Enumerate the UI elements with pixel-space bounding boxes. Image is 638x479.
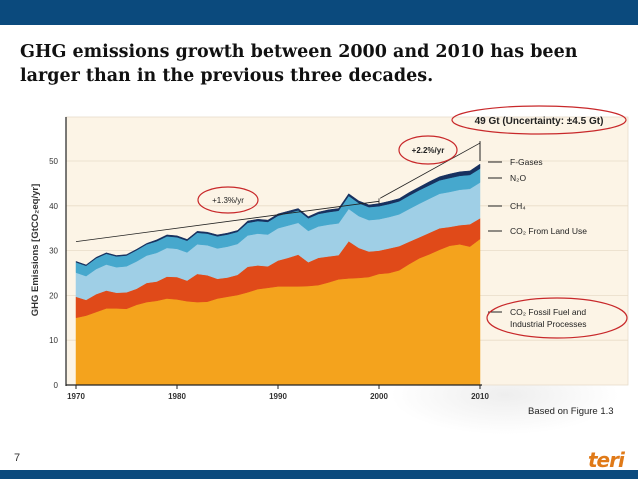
x-tick-label: 1990 [269,392,287,401]
highlight-circle-1-3 [197,186,259,214]
highlight-circle-2-2 [398,135,458,165]
y-tick-label: 40 [49,202,58,211]
slide-title: GHG emissions growth between 2000 and 20… [20,42,578,86]
y-tick-label: 30 [49,247,58,256]
y-tick-label: 0 [54,381,59,390]
x-tick-label: 2000 [370,392,388,401]
y-tick-label: 10 [49,336,58,345]
trend-line-1970-2000 [75,200,380,243]
source-note: Based on Figure 1.3 [528,406,614,417]
annotation-growth-2000-2010: +2.2%/yr [412,146,445,155]
highlight-circle-legend [486,297,628,339]
legend-label-1: CO₂ From Land Use [510,226,587,236]
annotation-growth-1970-2000: +1.3%/yr [212,196,244,205]
highlight-circle-total [451,105,627,135]
legend-label-0: CO₂ Fossil Fuel and [510,307,586,317]
annotation-total-2010: 49 Gt (Uncertainty: ±4.5 Gt) [475,116,604,127]
x-tick-label: 1980 [168,392,186,401]
x-tick-label: 2010 [471,392,489,401]
bottom-banner [0,470,638,479]
trend-line-2000-2010 [379,142,481,199]
y-axis-label: GHG Emissions [GtCO₂eq/yr] [30,184,41,317]
x-tick-label: 1970 [67,392,85,401]
legend-label-2: CH₄ [510,201,526,211]
y-tick-label: 20 [49,291,58,300]
y-tick-label: 50 [49,157,58,166]
legend-label-3: N₂O [510,173,526,183]
page-number: 7 [14,452,21,464]
teri-logo: teri [588,448,625,472]
legend-label-4: F-Gases [510,157,543,167]
legend-label-0-line2: Industrial Processes [510,319,587,329]
top-banner [0,0,638,25]
